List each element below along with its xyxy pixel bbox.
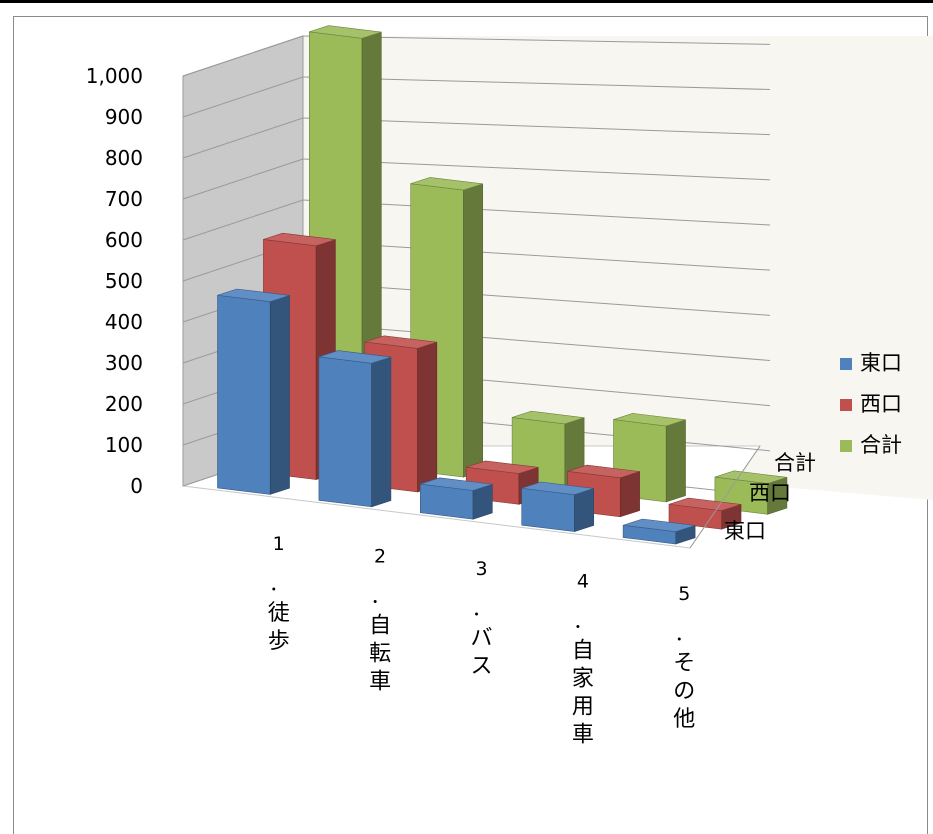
gridline-left bbox=[182, 199, 304, 241]
frame-top-border bbox=[0, 0, 933, 3]
y-tick-label: 500 bbox=[105, 269, 143, 293]
legend-item-合計: 合計 bbox=[840, 433, 902, 457]
x-label-char: の bbox=[673, 679, 695, 704]
depth-axis-line bbox=[689, 445, 761, 549]
legend-item-東口: 東口 bbox=[840, 351, 902, 375]
x-label-dot: ． bbox=[573, 610, 592, 632]
x-label-number: 1 bbox=[273, 533, 285, 555]
legend-swatch bbox=[840, 440, 852, 452]
y-tick-label: 900 bbox=[105, 105, 143, 129]
bar-top-face bbox=[309, 25, 382, 39]
x-label-char: 他 bbox=[673, 707, 695, 732]
x-label-dot: ． bbox=[371, 586, 390, 608]
y-tick-label: 400 bbox=[105, 310, 143, 334]
x-label-char: 車 bbox=[369, 670, 391, 695]
chart-area-left-border bbox=[13, 16, 14, 834]
bar-top-face bbox=[512, 410, 585, 425]
bar-front-face bbox=[521, 487, 575, 532]
y-tick-label: 100 bbox=[105, 433, 143, 457]
bar-top-face bbox=[567, 464, 640, 479]
legend-label: 東口 bbox=[860, 351, 902, 375]
bar-side-face bbox=[620, 471, 640, 518]
x-label-char: 車 bbox=[572, 722, 594, 747]
x-label-dot: ． bbox=[675, 623, 694, 645]
legend-label: 西口 bbox=[860, 392, 902, 416]
y-axis-ticks: 0 100 200 300 400 500 600 700 800 900 1,000 bbox=[86, 64, 143, 498]
chart-area-top-border bbox=[13, 16, 928, 17]
x-label-char: 家 bbox=[572, 666, 594, 691]
bar-西口-5 bbox=[668, 497, 742, 530]
x-label-dot: ． bbox=[269, 573, 288, 595]
x-label-char: 自 bbox=[369, 614, 391, 639]
bar-top-face bbox=[318, 350, 392, 364]
y-tick-label: 600 bbox=[105, 228, 143, 252]
bar-front-face bbox=[318, 356, 372, 508]
bar-top-face bbox=[521, 481, 594, 495]
bar-top-face bbox=[364, 335, 437, 349]
bar-top-face bbox=[410, 177, 483, 191]
depth-label: 合計 bbox=[774, 451, 816, 475]
bar-top-face bbox=[263, 232, 336, 247]
gridline-left bbox=[182, 35, 304, 77]
bar-side-face bbox=[269, 295, 290, 495]
bar-side-face bbox=[371, 356, 392, 508]
bar-front-face bbox=[217, 294, 271, 495]
bar-東口-2 bbox=[318, 350, 392, 508]
bar-side-face bbox=[574, 488, 595, 533]
bar-side-face bbox=[665, 419, 686, 503]
bar-東口-3 bbox=[420, 477, 493, 520]
bar-side-face bbox=[417, 341, 438, 493]
chart-bars bbox=[217, 25, 788, 545]
bar-top-face bbox=[217, 288, 290, 302]
legend-item-西口: 西口 bbox=[840, 392, 902, 416]
y-tick-label: 1,000 bbox=[86, 64, 143, 88]
bar-top-face bbox=[613, 413, 686, 427]
legend-swatch bbox=[840, 399, 852, 411]
y-tick-label: 800 bbox=[105, 146, 143, 170]
bar-top-face bbox=[420, 477, 493, 491]
x-label-number: 5 bbox=[678, 583, 690, 605]
x-label-char: バ bbox=[470, 626, 492, 651]
x-label-char: 転 bbox=[369, 642, 391, 667]
gridline-left bbox=[182, 158, 304, 200]
bar-top-face bbox=[714, 470, 788, 484]
y-tick-label: 700 bbox=[105, 187, 143, 211]
x-label-char: 歩 bbox=[268, 629, 290, 654]
bar-東口-1 bbox=[217, 288, 290, 495]
x-label-number: 4 bbox=[577, 570, 589, 592]
gridline-left bbox=[182, 117, 304, 159]
x-label-number: 3 bbox=[475, 558, 487, 580]
bar-top-face bbox=[668, 497, 742, 511]
legend-label: 合計 bbox=[860, 433, 902, 457]
y-tick-label: 200 bbox=[105, 392, 143, 416]
x-label-char: 徒 bbox=[268, 601, 290, 626]
x-label-char: ス bbox=[470, 654, 492, 679]
x-label-number: 2 bbox=[374, 546, 386, 568]
legend-swatch bbox=[840, 358, 852, 370]
x-label-char: 自 bbox=[572, 638, 594, 663]
bar-top-face bbox=[623, 518, 696, 532]
bar-東口-5 bbox=[622, 518, 696, 545]
depth-label: 東口 bbox=[724, 519, 766, 543]
gridline-left bbox=[182, 76, 304, 118]
depth-label: 西口 bbox=[749, 481, 791, 505]
bar-side-face bbox=[463, 183, 484, 478]
bar-東口-4 bbox=[521, 481, 595, 533]
y-tick-label: 300 bbox=[105, 351, 143, 375]
bar-top-face bbox=[466, 460, 539, 474]
y-tick-label: 0 bbox=[130, 474, 143, 498]
x-label-char: 用 bbox=[572, 694, 594, 719]
x-label-dot: ． bbox=[472, 598, 491, 620]
x-label-char: そ bbox=[673, 651, 695, 676]
